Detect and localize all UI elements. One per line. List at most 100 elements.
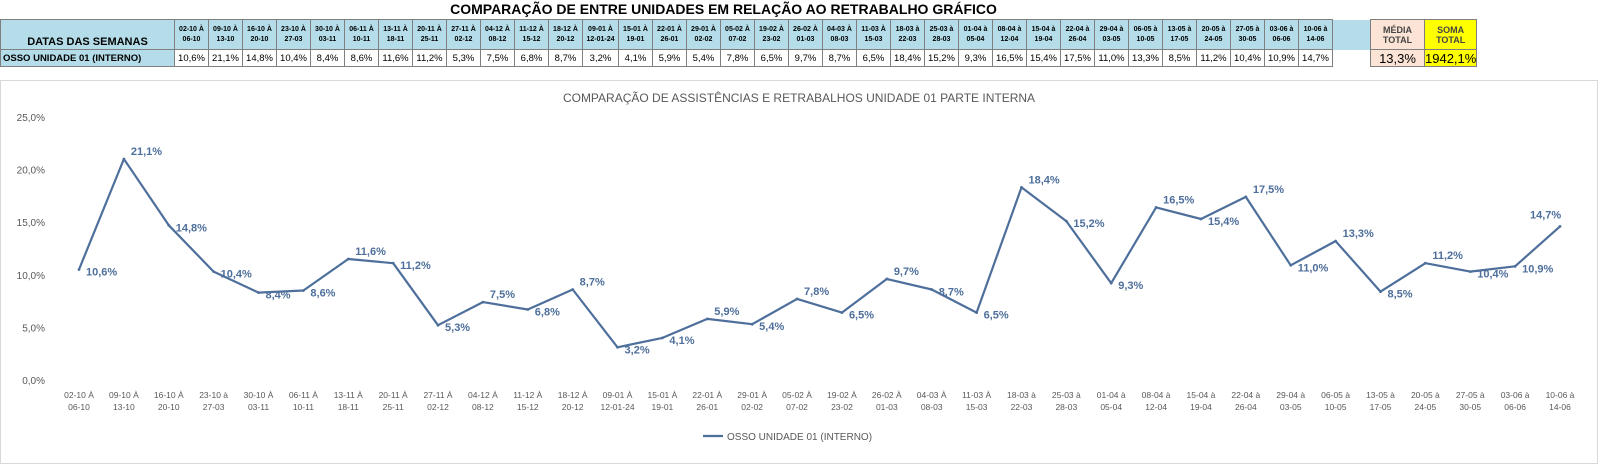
week-header-cell[interactable]: 02-10 À 06-10 <box>174 19 209 50</box>
x-tick-label-line1: 25-03 à <box>1052 390 1081 400</box>
value-cell[interactable]: 13,3% <box>1128 49 1163 67</box>
week-header-cell[interactable]: 03-06 à 06-06 <box>1264 19 1299 50</box>
value-cell[interactable]: 11,0% <box>1094 49 1129 67</box>
week-header-cell[interactable]: 11-12 À 15-12 <box>514 19 549 50</box>
average-value-cell[interactable]: 13,3% <box>1370 49 1425 67</box>
week-start: 30-10 À <box>315 25 340 33</box>
week-header-cell[interactable]: 29-01 À 02-02 <box>686 19 721 50</box>
week-header-cell[interactable]: 04-03 À 08-03 <box>822 19 857 50</box>
week-header-cell[interactable]: 25-03 à 28-03 <box>924 19 959 50</box>
value-cell[interactable]: 6,5% <box>754 49 789 67</box>
week-header-cell[interactable]: 18-12 À 20-12 <box>548 19 583 50</box>
week-header-cell[interactable]: 26-02 À 01-03 <box>788 19 823 50</box>
week-header-cell[interactable]: 08-04 à 12-04 <box>992 19 1027 50</box>
x-tick-label-line1: 13-05 à <box>1366 390 1395 400</box>
value-cell[interactable]: 17,5% <box>1060 49 1095 67</box>
week-header-cell[interactable]: 10-06 à 14-06 <box>1298 19 1333 50</box>
value-cell[interactable]: 8,6% <box>344 49 379 67</box>
value-cell[interactable]: 9,7% <box>788 49 823 67</box>
value-cell[interactable]: 21,1% <box>208 49 243 67</box>
average-header-cell[interactable]: MÉDIA TOTAL <box>1370 19 1425 50</box>
data-point <box>1064 219 1068 223</box>
value-cell[interactable]: 6,8% <box>514 49 549 67</box>
week-header-cell[interactable]: 16-10 À 20-10 <box>242 19 277 50</box>
value-cell[interactable]: 14,7% <box>1298 49 1333 67</box>
week-header-cell[interactable]: 13-05 à 17-05 <box>1162 19 1197 50</box>
week-header-cell[interactable]: 06-11 À 10-11 <box>344 19 379 50</box>
week-header-cell[interactable]: 06-05 à 10-05 <box>1128 19 1163 50</box>
week-end: 14-06 <box>1306 35 1325 43</box>
value-cell[interactable]: 18,4% <box>890 49 925 67</box>
week-header-cell[interactable]: 22-04 à 26-04 <box>1060 19 1095 50</box>
week-header-cell[interactable]: 20-11 À 25-11 <box>412 19 447 50</box>
week-header-cell[interactable]: 15-01 À 19-01 <box>618 19 653 50</box>
x-tick-label-line1: 02-10 À <box>64 390 94 400</box>
value-cell[interactable]: 4,1% <box>618 49 653 67</box>
header-label-cell[interactable]: DATAS DAS SEMANAS <box>0 19 175 50</box>
value-cell[interactable]: 10,4% <box>1230 49 1265 67</box>
x-tick-label-line1: 01-04 à <box>1097 390 1126 400</box>
data-label: 16,5% <box>1163 194 1194 206</box>
week-header-cell[interactable]: 15-04 à 19-04 <box>1026 19 1061 50</box>
value-cell[interactable]: 8,4% <box>310 49 345 67</box>
x-tick-label-line1: 13-11 À <box>334 390 363 400</box>
week-header-cell[interactable]: 01-04 à 05-04 <box>958 19 993 50</box>
value-cell[interactable]: 10,4% <box>276 49 311 67</box>
value-cell[interactable]: 5,9% <box>652 49 687 67</box>
value-cell[interactable]: 7,8% <box>720 49 755 67</box>
week-header-cell[interactable]: 04-12 À 08-12 <box>480 19 515 50</box>
data-label: 6,5% <box>984 310 1009 322</box>
average-label: MÉDIA <box>1383 24 1412 35</box>
week-header-cell[interactable]: 29-04 à 03-05 <box>1094 19 1129 50</box>
x-tick-label-line2: 26-04 <box>1235 402 1257 412</box>
y-tick-label: 10,0% <box>17 271 45 282</box>
data-label: 8,6% <box>310 288 335 300</box>
value-cell[interactable]: 10,9% <box>1264 49 1299 67</box>
week-header-cell[interactable]: 22-01 À 26-01 <box>652 19 687 50</box>
value-cell[interactable]: 8,7% <box>822 49 857 67</box>
value-cell[interactable]: 11,2% <box>1196 49 1231 67</box>
y-tick-label: 0,0% <box>22 376 45 387</box>
value-cell[interactable]: 7,5% <box>480 49 515 67</box>
value-cell[interactable]: 14,8% <box>242 49 277 67</box>
week-header-cell[interactable]: 19-02 À 23-02 <box>754 19 789 50</box>
week-header-cell[interactable]: 09-10 À 13-10 <box>208 19 243 50</box>
value-cell[interactable]: 8,5% <box>1162 49 1197 67</box>
value-cell[interactable]: 9,3% <box>958 49 993 67</box>
week-header-cell[interactable]: 30-10 À 03-11 <box>310 19 345 50</box>
week-header-cell[interactable]: 11-03 À 15-03 <box>856 19 891 50</box>
week-header-cell[interactable]: 27-05 à 30-05 <box>1230 19 1265 50</box>
value-cell[interactable]: 15,4% <box>1026 49 1061 67</box>
x-tick-label-line2: 02-12 <box>427 402 449 412</box>
week-header-cell[interactable]: 18-03 à 22-03 <box>890 19 925 50</box>
value-cell[interactable]: 15,2% <box>924 49 959 67</box>
value-cell[interactable]: 6,5% <box>856 49 891 67</box>
value-cell[interactable]: 8,7% <box>548 49 583 67</box>
data-label: 11,2% <box>1432 250 1463 262</box>
data-label: 15,2% <box>1073 218 1104 230</box>
week-header-cell[interactable]: 05-02 À 07-02 <box>720 19 755 50</box>
y-tick-label: 20,0% <box>17 166 45 177</box>
data-point <box>212 270 216 273</box>
week-header-cell[interactable]: 13-11 À 18-11 <box>378 19 413 50</box>
value-cell[interactable]: 16,5% <box>992 49 1027 67</box>
row-label-cell[interactable]: OSSO UNIDADE 01 (INTERNO) <box>0 49 175 67</box>
week-header-cell[interactable]: 20-05 à 24-05 <box>1196 19 1231 50</box>
sum-value-cell[interactable]: 1942,1% <box>1423 49 1478 67</box>
value-cell[interactable]: 11,2% <box>412 49 447 67</box>
week-header-cell[interactable]: 23-10 À 27-03 <box>276 19 311 50</box>
week-header-cell[interactable]: 09-01 À 12-01-24 <box>582 19 619 50</box>
sum-header-cell[interactable]: SOMA TOTAL <box>1423 19 1478 50</box>
value-cell[interactable]: 5,4% <box>686 49 721 67</box>
value-cell[interactable]: 11,6% <box>378 49 413 67</box>
value-cell[interactable]: 3,2% <box>582 49 619 67</box>
week-start: 26-02 À <box>793 25 818 33</box>
week-header-cell[interactable]: 27-11 À 02-12 <box>446 19 481 50</box>
data-point <box>1020 186 1023 189</box>
chart-area[interactable]: COMPARAÇÃO DE ASSISTÊNCIAS E RETRABALHOS… <box>0 80 1598 464</box>
value-cell[interactable]: 10,6% <box>174 49 209 67</box>
week-end: 28-03 <box>932 35 951 43</box>
x-tick-label-line1: 04-03 À <box>917 390 947 400</box>
data-label: 10,4% <box>221 269 252 281</box>
value-cell[interactable]: 5,3% <box>446 49 481 67</box>
